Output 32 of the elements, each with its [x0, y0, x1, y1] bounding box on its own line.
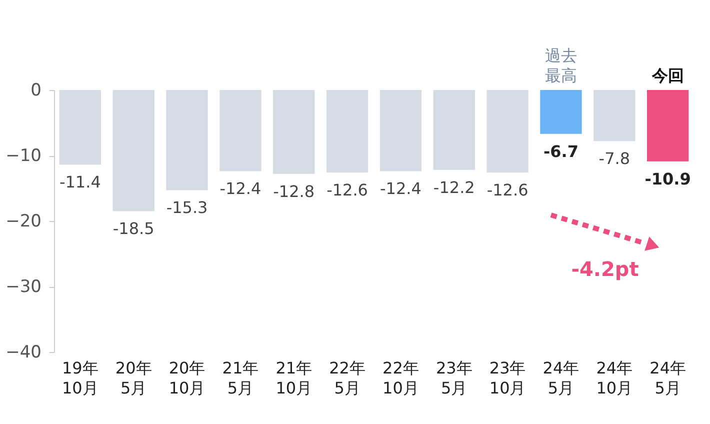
x-tick-label: 23年 10月	[489, 358, 526, 398]
x-tick-label: 24年 10月	[596, 358, 633, 398]
x-tick-label: 22年 10月	[382, 358, 419, 398]
x-tick-label: 24年 5月	[542, 358, 580, 398]
data-label: -12.4	[220, 179, 262, 198]
x-tick-label: 22年 5月	[329, 358, 366, 398]
x-tick-label: 23年 5月	[436, 358, 472, 398]
data-label: -12.8	[273, 182, 315, 201]
x-tick-label: 21年 10月	[276, 358, 312, 398]
data-label: -12.6	[326, 180, 368, 200]
y-tick-label: −40	[6, 342, 42, 362]
text: 過去最高	[544, 46, 577, 85]
y-tick-label: −20	[6, 212, 42, 232]
text: 今回	[650, 66, 684, 85]
data-label: -12.4	[380, 179, 422, 198]
x-tick-label: 19年 10月	[62, 358, 98, 398]
x-tick-label: 20年 10月	[168, 358, 206, 398]
x-tick-label: 24年 5月	[650, 358, 686, 398]
data-label: -18.5	[112, 219, 154, 238]
data-label: -12.2	[433, 178, 475, 197]
annotation: -4.2pt	[571, 257, 640, 281]
y-tick-label: −10	[6, 146, 42, 166]
data-label: -7.8	[598, 149, 630, 168]
data-label: -12.6	[486, 180, 528, 200]
y-tick-label: −30	[6, 277, 42, 297]
data-label: -10.9	[644, 169, 691, 188]
y-tick-label: 0	[30, 80, 42, 100]
x-tick-label: 21年 5月	[222, 358, 259, 398]
x-tick-label: 20年 5月	[115, 358, 152, 398]
data-label: -6.7	[543, 142, 578, 161]
data-label: -15.3	[166, 198, 208, 218]
data-label: -11.4	[59, 172, 101, 192]
